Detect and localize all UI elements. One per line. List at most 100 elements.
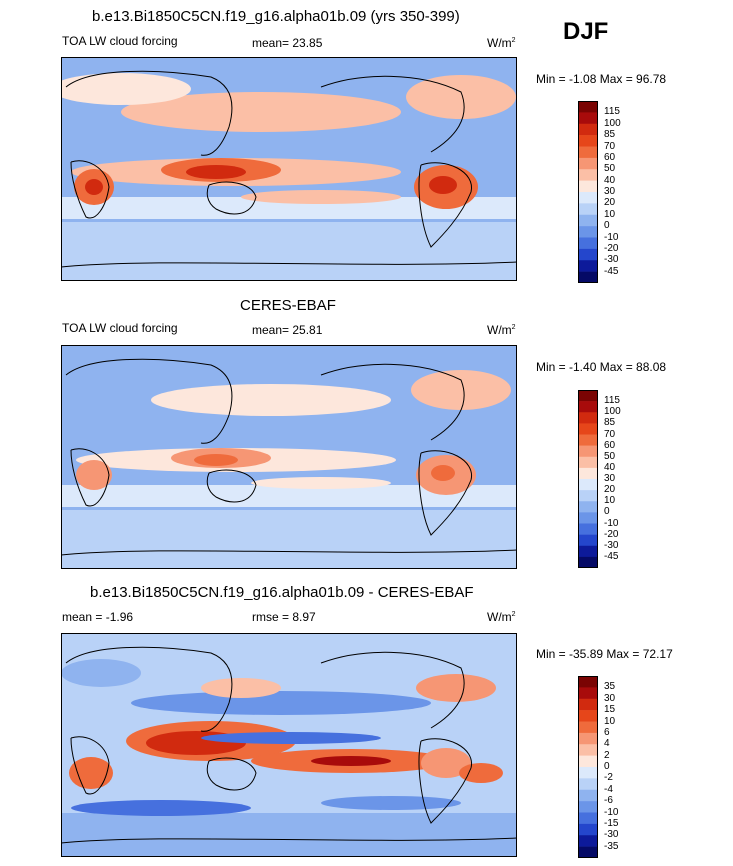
panel3-colorbar-swatch	[578, 721, 598, 734]
panel1-colorbar-swatch	[578, 248, 598, 261]
panel1-mean-label: mean= 23.85	[252, 36, 323, 50]
season-label: DJF	[563, 18, 609, 45]
panel2-title: CERES-EBAF	[240, 297, 336, 314]
panel2-unit-text: W/m	[487, 323, 512, 337]
panel2-coast-south-america	[418, 450, 472, 536]
panel1-coast-africa	[70, 160, 110, 219]
panel2-colorbar-swatch	[578, 456, 598, 469]
panel2-amazon-core	[431, 465, 455, 481]
panel2-colorbar	[578, 390, 598, 568]
panel3-mean-label: mean = -1.96	[62, 610, 134, 624]
panel1-eurasia-field	[61, 73, 191, 105]
panel3-units-label: W/m2	[487, 610, 516, 624]
panel1-amazon-core	[429, 176, 457, 194]
panel1-colorbar-tick-label: 85	[604, 129, 616, 141]
panel1-natlantic-storm	[406, 75, 516, 119]
panel2-warm-pool-core	[194, 454, 238, 466]
panel1-colorbar-tick-label: 10	[604, 208, 616, 220]
panel2-coast-antarctica	[61, 549, 517, 556]
panel3-coastlines	[61, 646, 517, 844]
panel2-colorbar-tick-label: 0	[604, 506, 610, 518]
panel2-colorbar-tick-label: -30	[604, 539, 619, 551]
panel3-colorbar-swatch	[578, 778, 598, 791]
panel2-colorbar-tick-label: 40	[604, 461, 616, 473]
panel2-colorbar-swatch	[578, 401, 598, 413]
panel2-npacific-storm	[151, 384, 391, 416]
panel3-colorbar-tick-label: 2	[604, 749, 610, 761]
panel3-colorbar-tick-label: -15	[604, 817, 619, 829]
panel1-colorbar-tick-label: -10	[604, 231, 619, 243]
panel1-colorbar-tick-label: -20	[604, 242, 619, 254]
panel1-colorbar-swatch	[578, 237, 598, 250]
panel2-southern-africa	[76, 460, 112, 490]
panel2-colorbar-tick-label: 50	[604, 450, 616, 462]
panel1-colorbar-swatch	[578, 180, 598, 193]
panel1-colorbar-tick-label: 20	[604, 197, 616, 209]
panel1-colorbar-swatch	[578, 169, 598, 181]
panel1-colorbar	[578, 101, 598, 283]
panel3-colorbar-tick-label: 10	[604, 715, 616, 727]
panel1-southern-band	[61, 222, 517, 281]
panel3-japan-positive	[201, 678, 281, 698]
panel1-variable-label: TOA LW cloud forcing	[62, 34, 178, 48]
panel1-title: b.e13.Bi1850C5CN.f19_g16.alpha01b.09 (yr…	[92, 8, 460, 25]
panel2-colorbar-tick-label: 70	[604, 428, 616, 440]
panel1-colorbar-swatch	[578, 101, 598, 113]
panel2-variable-label: TOA LW cloud forcing	[62, 321, 178, 335]
panel3-colorbar-swatch	[578, 698, 598, 711]
panel2-map-frame	[61, 345, 517, 569]
panel1-map	[61, 57, 517, 281]
panel3-colorbar-swatch	[578, 846, 598, 858]
panel3-npacific-negative	[131, 691, 431, 715]
panel3-title: b.e13.Bi1850C5CN.f19_g16.alpha01b.09 - C…	[90, 584, 474, 601]
panel1-units-label: W/m2	[487, 36, 516, 50]
panel3-spacific-negative	[321, 796, 461, 810]
panel1-colorbar-tick-label: 0	[604, 220, 610, 232]
panel2-colorbar-tick-label: 20	[604, 484, 616, 496]
panel1-colorbar-swatch	[578, 260, 598, 272]
panel2-colorbar-swatch	[578, 423, 598, 435]
panel2-colorbar-frame	[578, 390, 598, 568]
panel3-colorbar-tick-label: -4	[604, 783, 613, 795]
panel1-africa-core	[85, 179, 103, 195]
panel3-coast-antarctica	[61, 837, 517, 844]
panel3-equatorial-negative	[201, 732, 381, 744]
panel1-colorbar-swatch	[578, 146, 598, 159]
panel3-colorbar-tick-label: -6	[604, 795, 613, 807]
panel1-spcz	[241, 190, 401, 204]
panel3-colorbar-tick-label: 35	[604, 681, 616, 693]
panel3-colorbar-swatch	[578, 823, 598, 836]
panel2-colorbar-tick-label: 100	[604, 406, 621, 418]
panel2-colorbar-swatch	[578, 545, 598, 558]
panel1-colorbar-tick-label: 70	[604, 140, 616, 152]
panel3-colorbar-swatch	[578, 732, 598, 745]
panel2-colorbar-tick-label: 60	[604, 439, 616, 451]
panel1-colorbar-tick-label: 115	[604, 106, 620, 118]
panel3-coast-africa	[70, 736, 110, 795]
panel2-natlantic-storm	[411, 370, 511, 410]
panel2-mean-label: mean= 25.81	[252, 323, 323, 337]
panel2-colorbar-swatch	[578, 479, 598, 491]
panel3-colorbar-swatch	[578, 812, 598, 825]
panel1-map-frame	[61, 57, 517, 281]
panel1-unit-exp: 2	[511, 37, 516, 44]
panel3-rmse-label: rmse = 8.97	[252, 610, 316, 624]
panel1-colorbar-frame	[578, 101, 598, 283]
panel1-colorbar-tick-label: 100	[604, 117, 621, 129]
panel1-colorbar-tick-label: 30	[604, 186, 616, 197]
panel2-map	[61, 345, 517, 569]
panel3-eurasia-negative	[61, 659, 141, 687]
panel2-coastlines	[61, 358, 517, 556]
panel2-colorbar-tick-label: 10	[604, 495, 616, 507]
panel3-colorbar-swatch	[578, 801, 598, 813]
panel1-colorbar-swatch	[578, 123, 598, 136]
panel3-colorbar-tick-label: 0	[604, 761, 610, 772]
panel2-coast-north-america	[320, 363, 465, 441]
panel2-colorbar-tick-label: 30	[604, 473, 616, 484]
panel2-colorbar-swatch	[578, 490, 598, 502]
panel2-coast-africa	[70, 448, 110, 507]
panel1-colorbar-swatch	[578, 157, 598, 170]
panel1-colorbar-tick-label: -45	[604, 265, 619, 277]
panel2-colorbar-tick-label: -20	[604, 528, 619, 540]
panel2-colorbar-swatch	[578, 445, 598, 458]
